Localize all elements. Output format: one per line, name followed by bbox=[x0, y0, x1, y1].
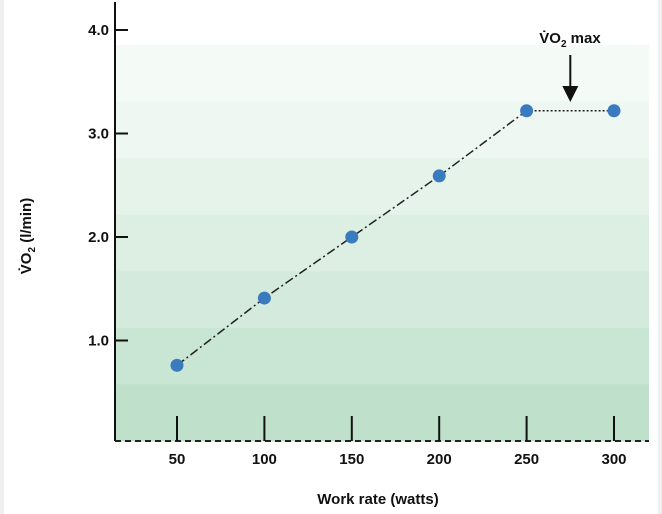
data-point bbox=[432, 169, 446, 183]
chart-container: 1.0 2.0 3.0 4.0 50 100 150 200 250 300 Work rate … bbox=[4, 0, 658, 514]
y-axis-label: V̇O2 (l/min) bbox=[18, 198, 38, 274]
data-point bbox=[257, 291, 271, 305]
background-band bbox=[115, 158, 649, 216]
x-axis-label: Work rate (watts) bbox=[317, 491, 438, 508]
x-tick-label: 100 bbox=[252, 451, 277, 468]
background-band bbox=[115, 384, 649, 442]
y-tick-label: 3.0 bbox=[88, 126, 109, 143]
y-tick-label: 2.0 bbox=[88, 229, 109, 246]
series bbox=[170, 104, 621, 372]
background-band bbox=[115, 327, 649, 385]
data-point bbox=[170, 358, 184, 372]
y-tick-label: 4.0 bbox=[88, 22, 109, 39]
vo2max-annotation: V̇O2 max bbox=[539, 30, 601, 50]
background-band bbox=[115, 101, 649, 159]
x-tick-label: 200 bbox=[427, 451, 452, 468]
ticks: 1.0 2.0 3.0 4.0 50 100 150 200 250 300 bbox=[88, 22, 626, 468]
data-point bbox=[345, 230, 359, 244]
x-tick-label: 50 bbox=[169, 451, 186, 468]
arrow-head bbox=[562, 86, 579, 102]
background-band bbox=[115, 45, 649, 103]
data-point bbox=[520, 104, 534, 118]
data-point bbox=[607, 104, 621, 118]
x-tick-label: 300 bbox=[601, 451, 626, 468]
chart: 1.0 2.0 3.0 4.0 50 100 150 200 250 300 Work rate … bbox=[18, 2, 649, 508]
x-tick-label: 250 bbox=[514, 451, 539, 468]
background-bands bbox=[115, 45, 649, 442]
y-tick-label: 1.0 bbox=[88, 333, 109, 350]
background-band bbox=[115, 271, 649, 329]
axes bbox=[114, 2, 649, 442]
background-band bbox=[115, 214, 649, 272]
x-tick-label: 150 bbox=[339, 451, 364, 468]
arrow-down-icon bbox=[562, 55, 579, 102]
